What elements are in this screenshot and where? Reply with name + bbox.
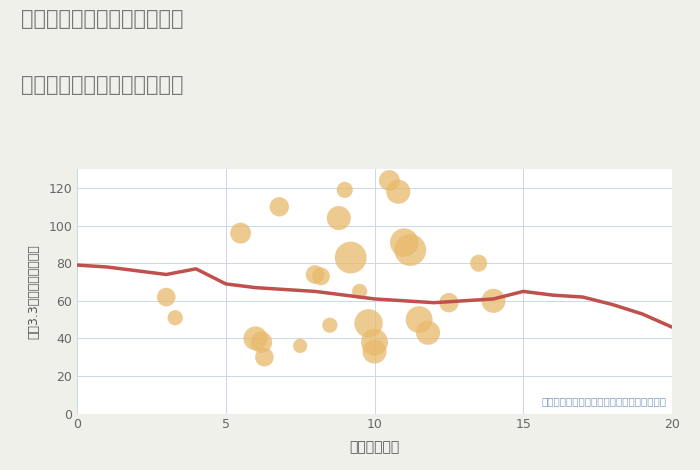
Point: [256, 338, 267, 346]
X-axis label: 駅距離（分）: 駅距離（分）: [349, 440, 400, 454]
Point: [160, 293, 172, 301]
Point: [369, 338, 380, 346]
Point: [369, 348, 380, 355]
Point: [169, 314, 181, 321]
Point: [393, 188, 404, 196]
Text: 円の大きさは、取引のあった物件面積を示す: 円の大きさは、取引のあった物件面積を示す: [541, 396, 666, 406]
Point: [473, 259, 484, 267]
Text: 三重県四日市市大矢知新町の: 三重県四日市市大矢知新町の: [21, 9, 183, 30]
Point: [339, 186, 350, 194]
Point: [235, 229, 246, 237]
Point: [488, 297, 499, 305]
Point: [363, 320, 374, 327]
Point: [423, 329, 434, 337]
Point: [414, 316, 425, 323]
Point: [274, 203, 285, 211]
Point: [443, 299, 454, 306]
Point: [405, 246, 416, 254]
Point: [399, 239, 410, 246]
Point: [295, 342, 306, 350]
Point: [309, 271, 321, 278]
Point: [354, 288, 365, 295]
Point: [324, 321, 335, 329]
Point: [259, 353, 270, 361]
Point: [345, 254, 356, 261]
Point: [315, 273, 326, 280]
Point: [384, 177, 395, 184]
Y-axis label: 坪（3.3㎡）単価（万円）: 坪（3.3㎡）単価（万円）: [27, 244, 40, 339]
Point: [250, 335, 261, 342]
Point: [333, 214, 344, 222]
Text: 駅距離別中古マンション価格: 駅距離別中古マンション価格: [21, 75, 183, 95]
